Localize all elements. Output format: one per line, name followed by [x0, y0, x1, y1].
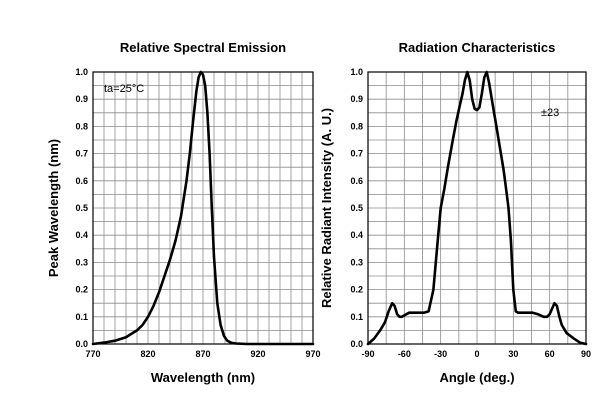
series-line — [366, 70, 588, 346]
y-tick-label: 0.4 — [350, 230, 363, 240]
y-axis-label: Relative Radiant Intensity (A. U.) — [319, 108, 334, 308]
y-tick-label: 0.0 — [75, 339, 88, 349]
chart-title: Radiation Characteristics — [399, 40, 556, 55]
viewing-angle-annotation: ±23 — [541, 107, 559, 119]
y-tick-label: 1.0 — [75, 67, 88, 77]
temperature-annotation: ta=25°C — [104, 83, 144, 95]
x-axis-label: Wavelength (nm) — [151, 370, 255, 385]
x-tick-label: 60 — [545, 349, 555, 359]
x-tick-label: -90 — [361, 349, 374, 359]
x-tick-label: 970 — [305, 349, 320, 359]
x-axis-label: Angle (deg.) — [439, 370, 514, 385]
y-tick-label: 0.9 — [75, 94, 88, 104]
x-tick-label: -60 — [398, 349, 411, 359]
y-axis-label: Peak Wavelength (nm) — [46, 139, 61, 277]
y-tick-labels: 0.0 0.1 0.2 0.3 0.4 0.5 0.6 0.7 0.8 0.9 1.0 — [350, 67, 363, 349]
y-tick-label: 0.7 — [350, 149, 363, 159]
y-tick-label: 0.9 — [350, 94, 363, 104]
y-tick-label: 0.3 — [350, 257, 363, 267]
y-tick-label: 0.3 — [75, 257, 88, 267]
x-tick-label: 920 — [250, 349, 265, 359]
y-tick-labels: 0.0 0.1 0.2 0.3 0.4 0.5 0.6 0.7 0.8 0.9 1.0 — [75, 67, 88, 349]
x-tick-label: -30 — [434, 349, 447, 359]
y-tick-label: 0.5 — [75, 203, 88, 213]
x-tick-label: 820 — [140, 349, 155, 359]
y-tick-label: 0.7 — [75, 149, 88, 159]
grid — [368, 72, 586, 344]
y-tick-label: 0.2 — [350, 285, 363, 295]
x-tick-label: 770 — [85, 349, 100, 359]
y-tick-label: 0.1 — [75, 312, 88, 322]
y-tick-label: 0.2 — [75, 285, 88, 295]
spectral-emission-chart: Relative Spectral Emission 0.00.10.20.30… — [46, 40, 321, 385]
x-tick-labels: -90 -60 -30 0 30 60 90 — [361, 349, 591, 359]
x-tick-label: 90 — [581, 349, 591, 359]
y-tick-label: 0.0 — [350, 339, 363, 349]
radiation-characteristics-chart: Radiation Characteristics 0.00.10.20.30.… — [319, 40, 591, 385]
x-tick-label: 30 — [508, 349, 518, 359]
y-tick-label: 0.8 — [75, 121, 88, 131]
series — [91, 70, 315, 346]
x-tick-label: 870 — [195, 349, 210, 359]
x-tick-label: 0 — [474, 349, 479, 359]
y-tick-label: 0.8 — [350, 121, 363, 131]
plot-frame — [367, 71, 587, 345]
series-line — [91, 70, 315, 346]
x-tick-labels: 770 820 870 920 970 — [85, 349, 320, 359]
grid — [93, 72, 313, 344]
y-tick-label: 0.5 — [350, 203, 363, 213]
plot-frame — [92, 71, 314, 345]
y-tick-label: 0.4 — [75, 230, 88, 240]
series — [366, 70, 588, 346]
y-tick-label: 0.6 — [75, 176, 88, 186]
y-tick-label: 0.1 — [350, 312, 363, 322]
chart-title: Relative Spectral Emission — [120, 40, 286, 55]
y-tick-label: 1.0 — [350, 67, 363, 77]
y-tick-label: 0.6 — [350, 176, 363, 186]
